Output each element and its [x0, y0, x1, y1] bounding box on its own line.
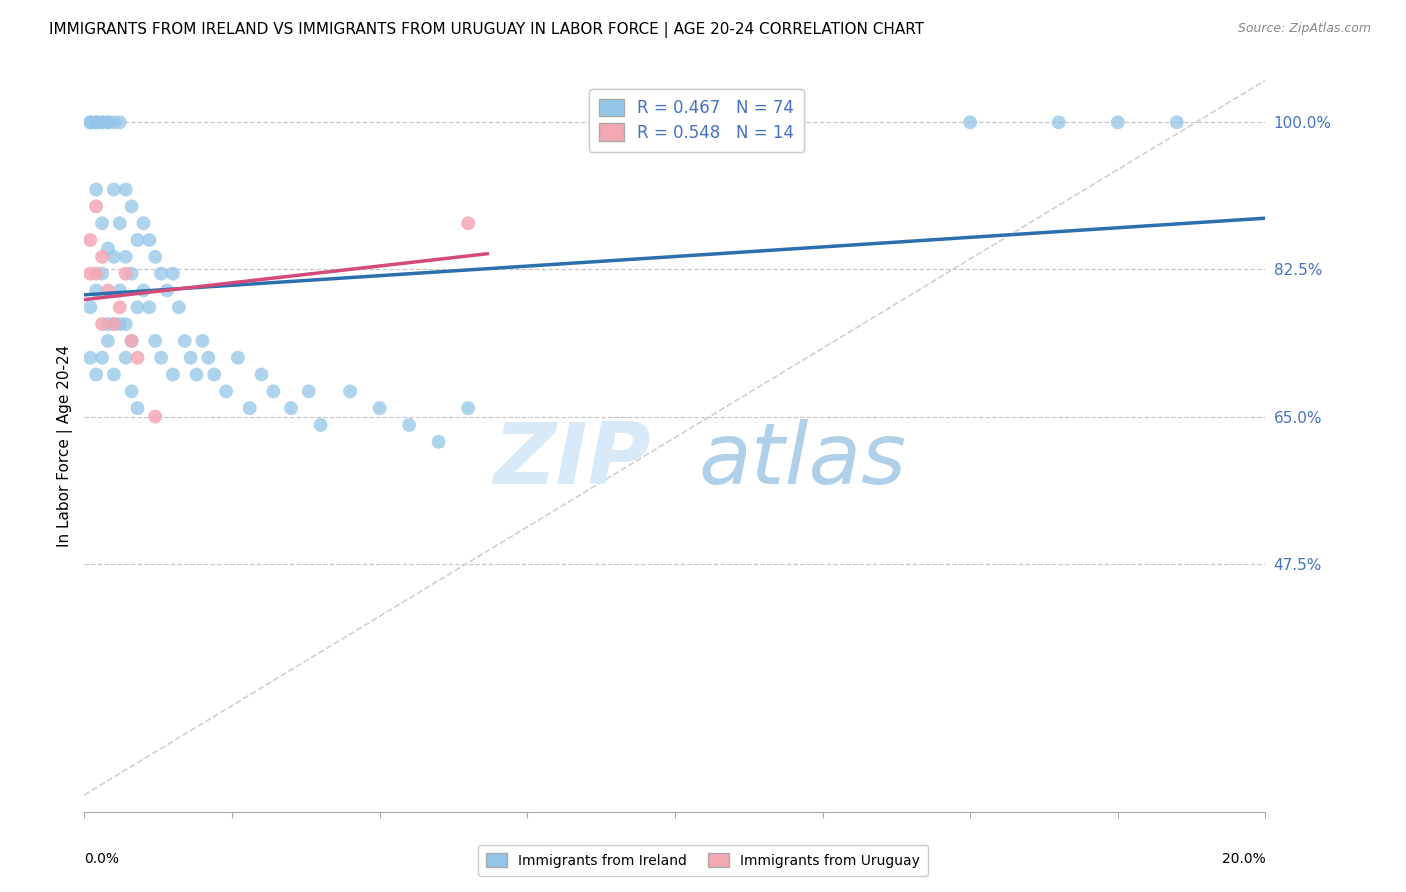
- Point: [1047, 115, 1070, 129]
- Point: [103, 317, 125, 331]
- Point: [103, 368, 125, 382]
- Point: [262, 384, 284, 399]
- Point: [91, 351, 114, 365]
- Point: [121, 267, 143, 281]
- Point: [138, 300, 160, 314]
- Point: [121, 334, 143, 348]
- Point: [427, 434, 450, 449]
- Point: [84, 183, 107, 197]
- Point: [121, 334, 143, 348]
- Point: [280, 401, 302, 416]
- Point: [97, 115, 120, 129]
- Point: [91, 317, 114, 331]
- Point: [1166, 115, 1188, 129]
- Point: [97, 242, 120, 256]
- Point: [138, 233, 160, 247]
- Point: [1107, 115, 1129, 129]
- Point: [108, 317, 131, 331]
- Point: [108, 284, 131, 298]
- Point: [114, 250, 136, 264]
- Point: [143, 250, 166, 264]
- Point: [202, 368, 225, 382]
- Point: [309, 417, 332, 432]
- Point: [150, 267, 173, 281]
- Text: atlas: atlas: [699, 419, 907, 502]
- Point: [103, 250, 125, 264]
- Legend: R = 0.467   N = 74, R = 0.548   N = 14: R = 0.467 N = 74, R = 0.548 N = 14: [589, 88, 804, 152]
- Point: [398, 417, 420, 432]
- Point: [250, 368, 273, 382]
- Point: [197, 351, 219, 365]
- Point: [162, 267, 184, 281]
- Point: [180, 351, 202, 365]
- Point: [298, 384, 321, 399]
- Point: [457, 401, 479, 416]
- Point: [127, 401, 149, 416]
- Text: IMMIGRANTS FROM IRELAND VS IMMIGRANTS FROM URUGUAY IN LABOR FORCE | AGE 20-24 CO: IMMIGRANTS FROM IRELAND VS IMMIGRANTS FR…: [49, 22, 924, 38]
- Point: [97, 334, 120, 348]
- Point: [143, 334, 166, 348]
- Point: [239, 401, 262, 416]
- Point: [108, 115, 131, 129]
- Point: [959, 115, 981, 129]
- Point: [84, 115, 107, 129]
- Y-axis label: In Labor Force | Age 20-24: In Labor Force | Age 20-24: [58, 345, 73, 547]
- Point: [173, 334, 195, 348]
- Point: [127, 300, 149, 314]
- Point: [103, 317, 125, 331]
- Point: [121, 199, 143, 213]
- Point: [127, 351, 149, 365]
- Point: [97, 317, 120, 331]
- Point: [91, 115, 114, 129]
- Point: [162, 368, 184, 382]
- Text: 0.0%: 0.0%: [84, 852, 120, 866]
- Point: [114, 317, 136, 331]
- Point: [91, 267, 114, 281]
- Point: [84, 267, 107, 281]
- Point: [143, 409, 166, 424]
- Point: [114, 351, 136, 365]
- Point: [97, 115, 120, 129]
- Point: [339, 384, 361, 399]
- Point: [84, 115, 107, 129]
- Point: [191, 334, 214, 348]
- Point: [79, 267, 101, 281]
- Point: [121, 384, 143, 399]
- Point: [132, 284, 155, 298]
- Point: [457, 216, 479, 230]
- Point: [91, 216, 114, 230]
- Point: [167, 300, 190, 314]
- Point: [132, 216, 155, 230]
- Point: [84, 284, 107, 298]
- Point: [79, 233, 101, 247]
- Point: [127, 233, 149, 247]
- Text: Source: ZipAtlas.com: Source: ZipAtlas.com: [1237, 22, 1371, 36]
- Point: [79, 300, 101, 314]
- Point: [186, 368, 208, 382]
- Point: [103, 115, 125, 129]
- Point: [97, 284, 120, 298]
- Text: 20.0%: 20.0%: [1222, 852, 1265, 866]
- Point: [79, 115, 101, 129]
- Point: [108, 300, 131, 314]
- Point: [91, 250, 114, 264]
- Point: [108, 216, 131, 230]
- Point: [114, 183, 136, 197]
- Point: [84, 199, 107, 213]
- Point: [79, 351, 101, 365]
- Point: [150, 351, 173, 365]
- Point: [103, 183, 125, 197]
- Point: [114, 267, 136, 281]
- Text: ZIP: ZIP: [494, 419, 651, 502]
- Point: [84, 368, 107, 382]
- Point: [156, 284, 179, 298]
- Point: [79, 115, 101, 129]
- Point: [215, 384, 238, 399]
- Legend: Immigrants from Ireland, Immigrants from Uruguay: Immigrants from Ireland, Immigrants from…: [478, 845, 928, 876]
- Point: [226, 351, 249, 365]
- Point: [368, 401, 391, 416]
- Point: [91, 115, 114, 129]
